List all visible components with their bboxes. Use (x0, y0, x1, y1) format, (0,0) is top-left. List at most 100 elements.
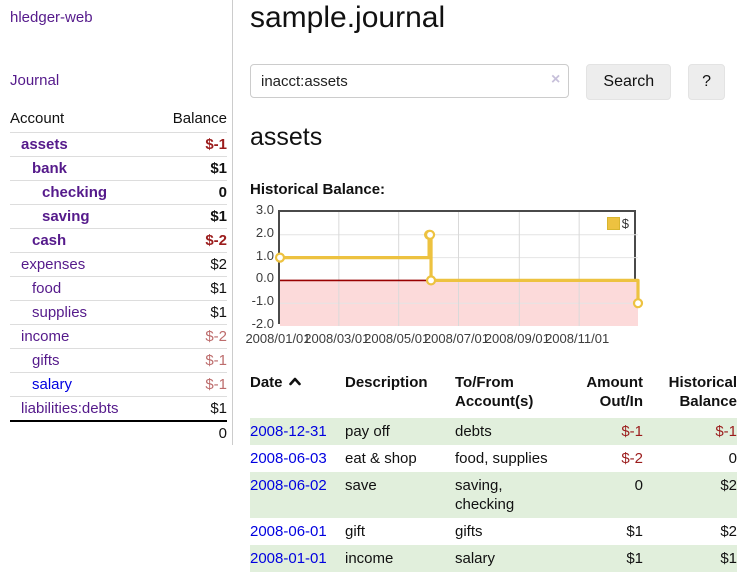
account-balance: $-1 (205, 376, 227, 393)
chart-legend: $ (604, 215, 631, 232)
x-axis-tick-label: 2008/09/01 (484, 331, 550, 346)
x-axis-tick-label: 2008/07/01 (423, 331, 490, 346)
x-axis-tick-label: 2008/03/01 (304, 331, 370, 346)
register-row: 2008-06-01 gift gifts $1 $2 (250, 518, 737, 545)
chart-title: Historical Balance: (250, 181, 386, 198)
account-link[interactable]: income (21, 328, 70, 345)
account-link[interactable]: cash (32, 232, 67, 249)
account-balance: 0 (218, 184, 227, 201)
search-button[interactable]: Search (586, 64, 672, 100)
account-balance: $1 (210, 280, 227, 297)
data-point-marker[interactable] (425, 275, 437, 286)
historical-balance-chart[interactable]: $ 3.0 2.0 1.0 0.0 -1.0 -2.0 2008/01/01 2008/03/… (245, 203, 725, 351)
transaction-description: pay off (345, 423, 390, 440)
account-heading: assets (250, 123, 323, 151)
search-input[interactable] (250, 64, 570, 98)
accounts-header-account: Account (10, 110, 65, 127)
register-header-date[interactable]: Date (250, 371, 345, 418)
register-row: 2008-06-03 eat & shop food, supplies $-2 0 (250, 445, 737, 472)
transaction-description: income (345, 550, 394, 567)
register-header-accounts: To/From Account(s) (455, 374, 534, 410)
transaction-amount: $-2 (621, 450, 643, 467)
transaction-accounts: debts (455, 423, 492, 440)
register-header-balance: Historical Balance (668, 374, 737, 410)
account-link[interactable]: checking (42, 184, 108, 201)
accounts-header-row: Account Balance (10, 106, 227, 133)
account-balance: $-2 (205, 232, 227, 249)
transaction-amount: $-1 (621, 423, 643, 440)
main-content: sample.journal × Search ? assets Histori… (233, 0, 737, 588)
account-link[interactable]: supplies (32, 304, 88, 321)
account-balance: $1 (210, 400, 227, 417)
sidebar: hledger-web Journal Account Balance asse… (0, 0, 233, 445)
register-header-amount: Amount Out/In (586, 374, 643, 410)
account-balance: $1 (210, 304, 227, 321)
account-balance: $2 (210, 256, 227, 273)
transaction-accounts: saving, checking (455, 477, 515, 513)
account-balance: $-1 (205, 352, 227, 369)
register-row: 2008-01-01 income salary $1 $1 (250, 545, 737, 572)
account-row: food $1 (10, 277, 227, 301)
account-link[interactable]: liabilities:debts (21, 400, 119, 417)
help-button[interactable]: ? (688, 64, 725, 100)
transaction-amount: $1 (626, 550, 643, 567)
account-link[interactable]: gifts (32, 352, 60, 369)
transaction-description: save (345, 477, 377, 494)
clear-search-icon[interactable]: × (551, 71, 561, 88)
account-row: assets $-1 (10, 133, 227, 157)
transaction-date-link[interactable]: 2008-06-01 (250, 523, 327, 540)
page-title: sample.journal (250, 1, 446, 34)
data-point-marker[interactable] (424, 229, 436, 240)
transaction-balance: 0 (728, 450, 737, 467)
transaction-accounts: gifts (455, 523, 483, 540)
account-row: cash $-2 (10, 229, 227, 253)
chart-canvas (274, 212, 644, 326)
data-point-marker[interactable] (274, 252, 286, 263)
transaction-date-link[interactable]: 2008-12-31 (250, 423, 327, 440)
account-row: bank $1 (10, 157, 227, 181)
account-row: liabilities:debts $1 (10, 397, 227, 422)
journal-link[interactable]: Journal (10, 72, 60, 89)
transaction-balance: $2 (720, 477, 737, 494)
account-balance: $1 (210, 160, 227, 177)
account-link[interactable]: salary (32, 376, 73, 393)
accounts-total-value: 0 (218, 425, 227, 442)
legend-swatch-icon (606, 217, 620, 230)
account-row: income $-2 (10, 325, 227, 349)
y-axis-tick-label: -1.0 (251, 293, 274, 309)
accounts-header-balance: Balance (172, 110, 227, 127)
account-link[interactable]: assets (21, 136, 68, 153)
account-row: checking 0 (10, 181, 227, 205)
data-point-marker[interactable] (632, 298, 644, 309)
account-link[interactable]: food (32, 280, 62, 297)
register-row: 2008-06-02 save saving, checking 0 $2 (250, 472, 737, 518)
account-balance: $1 (210, 208, 227, 225)
search-form: × Search ? (250, 64, 725, 100)
y-axis-tick-label: 0.0 (255, 270, 274, 286)
account-balance: $-2 (205, 328, 227, 345)
account-row: saving $1 (10, 205, 227, 229)
chart-plot-area[interactable]: $ (274, 210, 644, 326)
y-axis-tick-label: 1.0 (255, 247, 274, 263)
search-box: × (250, 64, 570, 100)
transaction-date-link[interactable]: 2008-06-03 (250, 450, 327, 467)
transaction-balance: $1 (720, 550, 737, 567)
account-balance: $-1 (205, 136, 227, 153)
transaction-balance: $2 (720, 523, 737, 540)
app-title-link[interactable]: hledger-web (10, 9, 93, 26)
transaction-date-link[interactable]: 2008-06-02 (250, 477, 327, 494)
y-axis-tick-label: -2.0 (251, 316, 274, 331)
transaction-accounts: food, supplies (455, 450, 548, 467)
transaction-date-link[interactable]: 2008-01-01 (250, 550, 327, 567)
x-axis-tick-label: 2008/11/01 (545, 331, 610, 346)
sort-ascending-icon (288, 377, 301, 386)
account-link[interactable]: saving (42, 208, 90, 225)
register-header-description: Description (345, 374, 428, 391)
transaction-amount: $1 (626, 523, 643, 540)
transaction-balance: $-1 (715, 423, 737, 440)
accounts-total-row: 0 (10, 421, 227, 445)
account-link[interactable]: expenses (21, 256, 86, 273)
account-row: expenses $2 (10, 253, 227, 277)
account-link[interactable]: bank (32, 160, 68, 177)
account-row: gifts $-1 (10, 349, 227, 373)
